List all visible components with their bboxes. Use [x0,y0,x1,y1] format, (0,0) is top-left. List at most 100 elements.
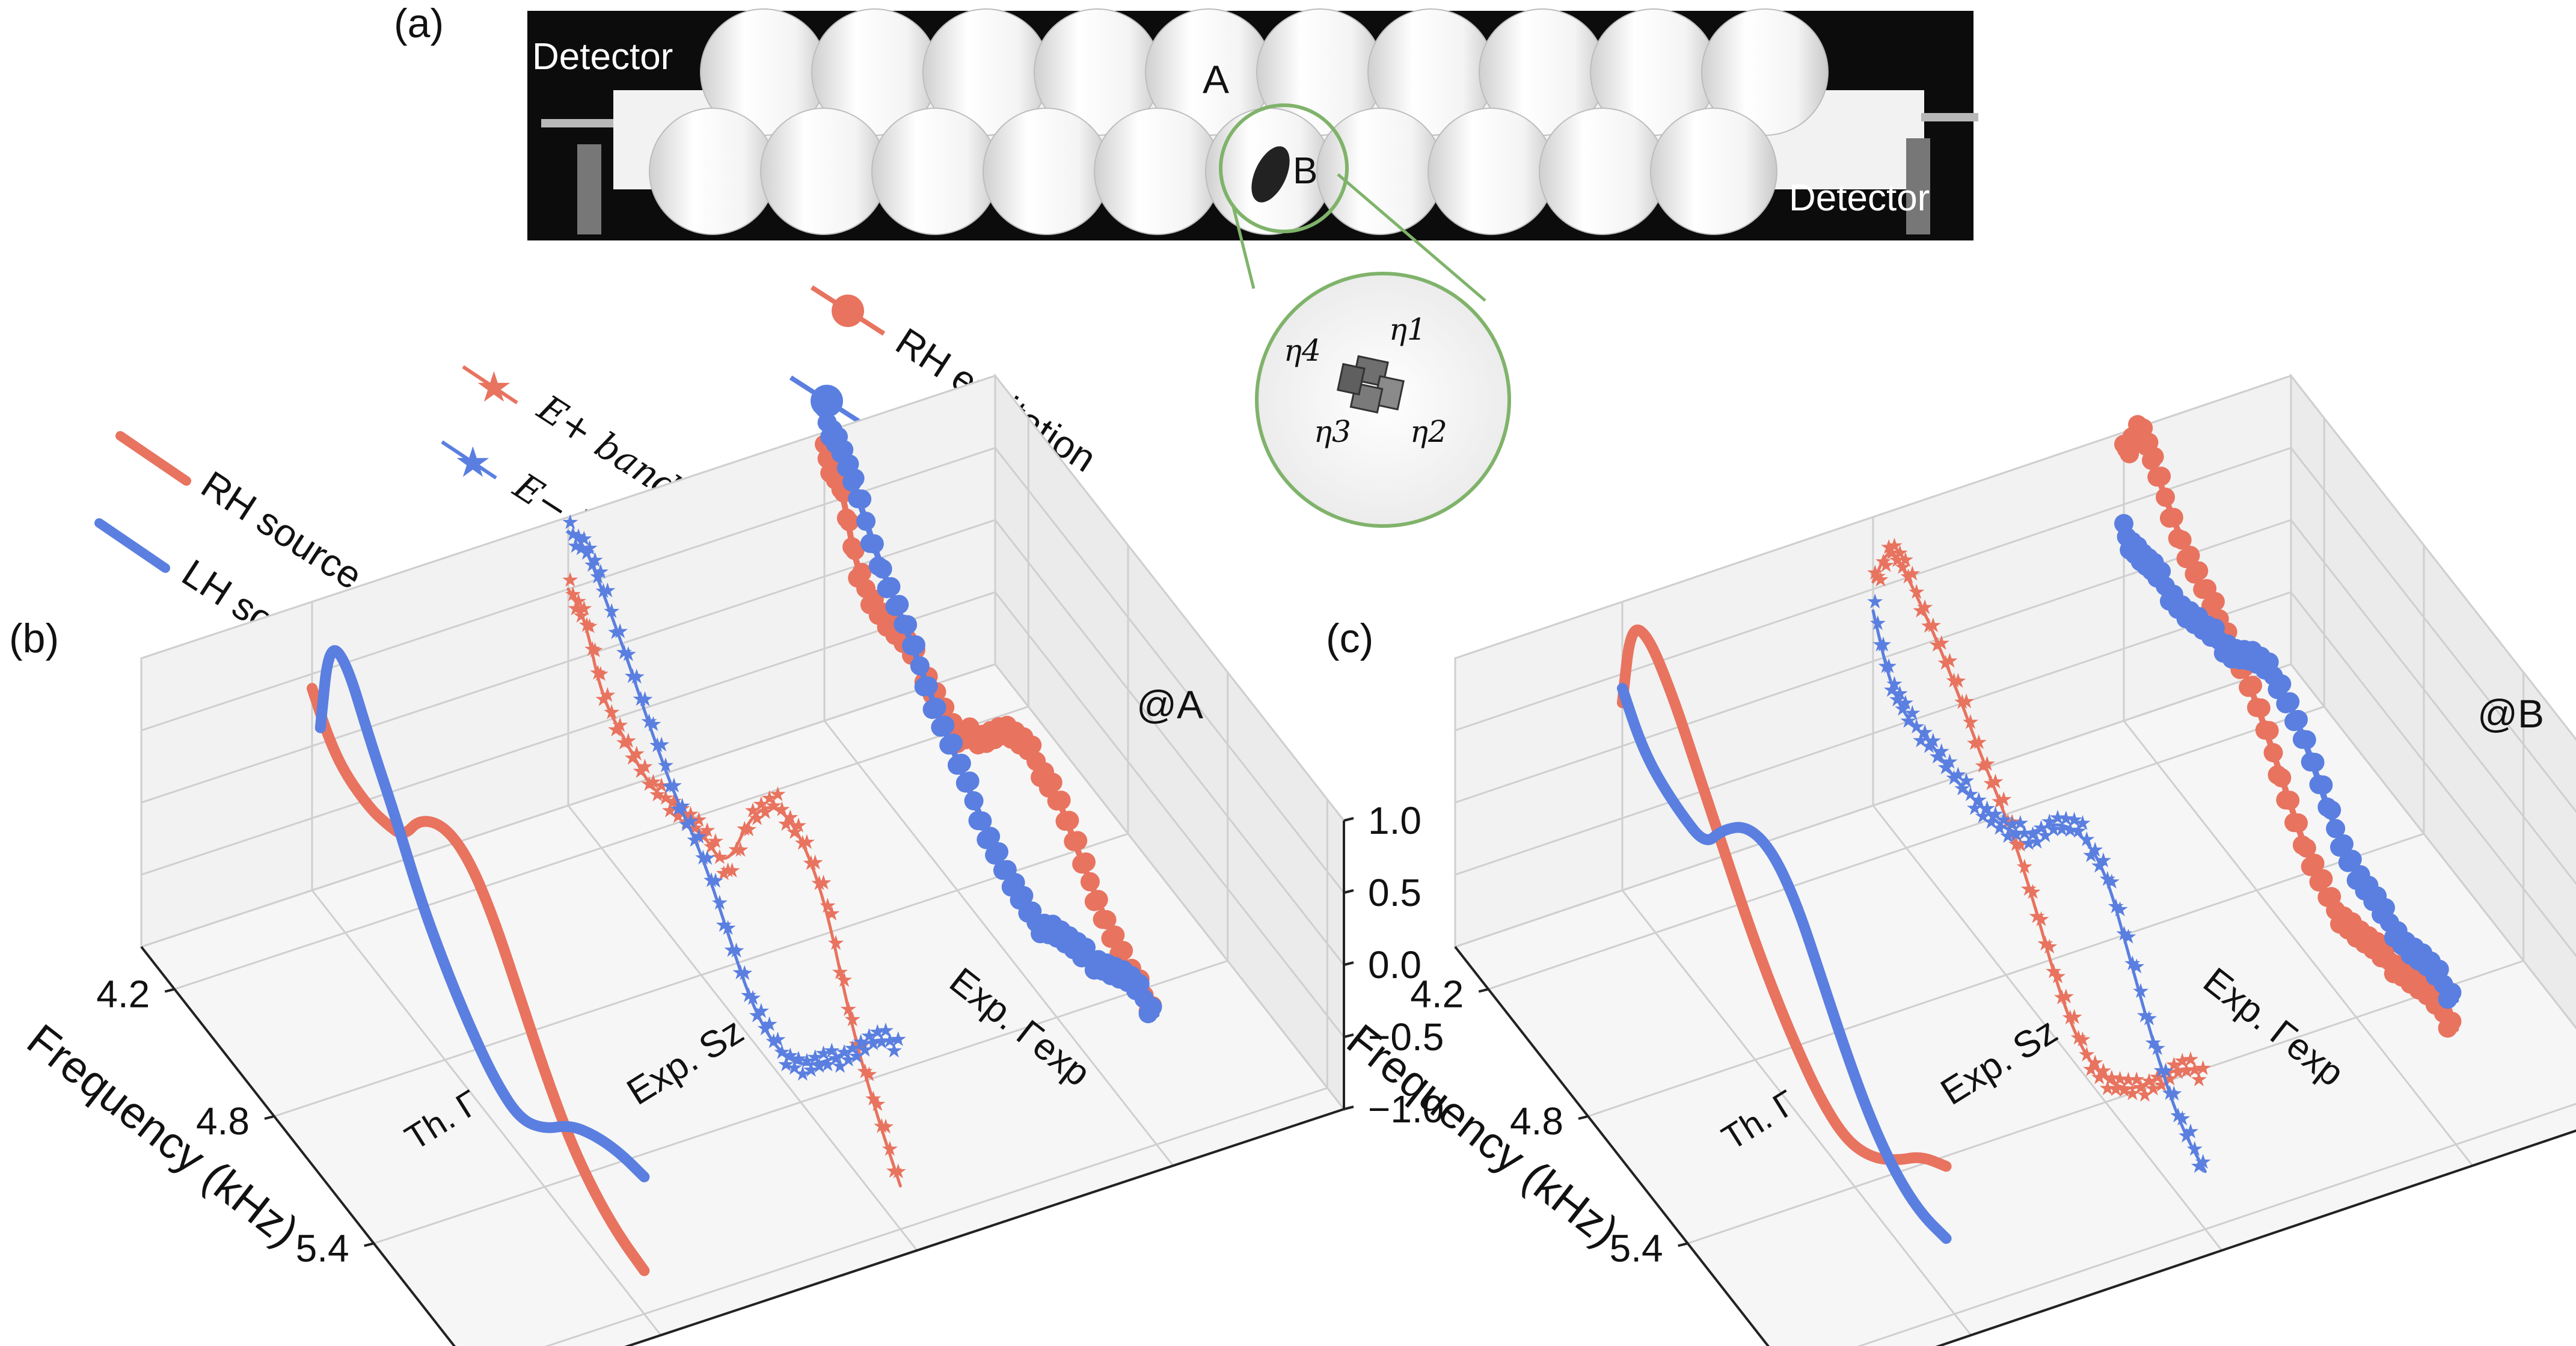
series-marker: ★ [2169,1104,2187,1127]
series-marker: ★ [652,733,670,756]
series-marker: ★ [698,819,716,842]
series-marker: ★ [814,871,832,894]
series-marker: ★ [627,742,645,765]
series-marker: ★ [1953,777,1971,800]
series-marker [2442,982,2462,1002]
series-marker: ★ [844,1037,862,1060]
series-marker: ★ [1916,721,1934,744]
series-marker: ★ [2136,1084,2154,1107]
series-marker: ★ [698,847,716,870]
series-marker: ★ [1990,790,2008,813]
series-marker: ★ [748,1004,766,1027]
series-marker [927,697,946,717]
series-marker: ★ [2099,1077,2117,1100]
series-marker: ★ [598,684,616,706]
series-marker: ★ [1874,551,1892,574]
series-marker: ★ [1953,691,1971,714]
series-marker: ★ [592,663,610,686]
series-marker: ★ [2194,1151,2212,1173]
series-rh-source [307,683,650,1276]
series-marker: ★ [756,801,774,824]
series-marker [872,559,892,579]
gridline-y [823,432,1174,1166]
series-marker: ★ [727,838,745,861]
series-marker: ★ [1949,763,1967,786]
series-marker: ★ [773,1041,791,1063]
detector-right-label: Detector [1789,177,1930,219]
series-lh-excitation [2114,514,2462,1009]
series-marker [1097,910,1117,930]
chart-b-grid [140,373,1346,1346]
series-marker: ★ [868,1093,886,1116]
series-marker [906,635,925,655]
series-marker [1142,997,1162,1017]
chart-b-z-ticks: 1.0 0.5 0.0 −0.5 −1.0 [1343,799,1444,1131]
series-marker: ★ [2106,895,2124,918]
inset-eta2: η2 [1410,414,1447,449]
series-marker [2172,530,2192,550]
series-marker: ★ [2094,1060,2112,1083]
series-marker: ★ [814,1042,832,1065]
series-line [1871,552,2207,1090]
series-marker [852,563,872,583]
cylinder-b [1094,108,1221,235]
series-marker: ★ [677,813,695,836]
legend-eminus-star: ★ [454,439,492,486]
series-marker: ★ [1891,682,1909,705]
series-marker: ★ [2148,1037,2167,1060]
series-marker: ★ [2053,986,2071,1009]
series-marker: ★ [611,620,629,643]
series-marker: ★ [2036,824,2054,847]
series-marker: ★ [2127,1068,2145,1091]
series-marker: ★ [806,851,824,874]
series-marker: ★ [744,800,762,822]
series-marker: ★ [2132,980,2150,1003]
series-marker: ★ [1899,709,1917,732]
series-marker: ★ [714,862,732,885]
series-marker: ★ [1880,536,1898,558]
series-marker [2296,838,2316,858]
series-marker: ★ [615,641,633,664]
series-marker: ★ [2073,1028,2091,1051]
series-marker: ★ [636,688,654,711]
series-marker: ★ [1961,711,1980,734]
series-marker [898,615,918,635]
x-tick-label: 4.8 [1510,1100,1563,1143]
series-marker: ★ [2036,932,2054,955]
series-marker: ★ [2011,833,2029,856]
series-lh-excitation [815,399,1162,1024]
series-marker: ★ [572,604,590,627]
series-marker: ★ [2049,965,2067,988]
series-marker: ★ [583,638,601,661]
series-marker: ★ [2123,1082,2141,1105]
chart-c: (c) ★★★★★★★★★★★★★★★★★★★★★★★★★★★★★★★★★★★★… [1326,373,2576,1346]
series-marker: ★ [1907,715,1925,738]
series-marker: ★ [877,1020,895,1042]
series-marker [2342,849,2362,869]
series-marker: ★ [798,831,816,854]
series-marker: ★ [644,771,662,794]
chart-c-title: @B [2477,691,2544,736]
series-marker: ★ [2049,807,2067,830]
series-marker: ★ [790,815,808,837]
series-marker [1014,886,1034,905]
series-marker: ★ [790,1048,808,1071]
series-marker: ★ [603,600,621,623]
cylinder-b [1539,108,1666,235]
series-marker: ★ [2007,824,2025,846]
series-marker [2429,959,2449,979]
series-marker: ★ [810,1055,828,1078]
x-tick-label: 4.2 [96,972,150,1015]
series-marker: ★ [685,828,704,851]
series-marker [1114,941,1133,961]
series-marker [2376,898,2395,917]
series-marker: ★ [2132,1076,2150,1099]
series-line [1871,609,2207,1173]
chart-c-grid [1453,373,2576,1346]
series-marker: ★ [823,902,841,925]
z-tick-label: 0.5 [1368,871,1421,914]
detector-left-label: Detector [532,36,673,78]
series-marker: ★ [827,932,845,955]
x-tick-mark [1678,1242,1688,1247]
gridline-y [567,517,918,1251]
